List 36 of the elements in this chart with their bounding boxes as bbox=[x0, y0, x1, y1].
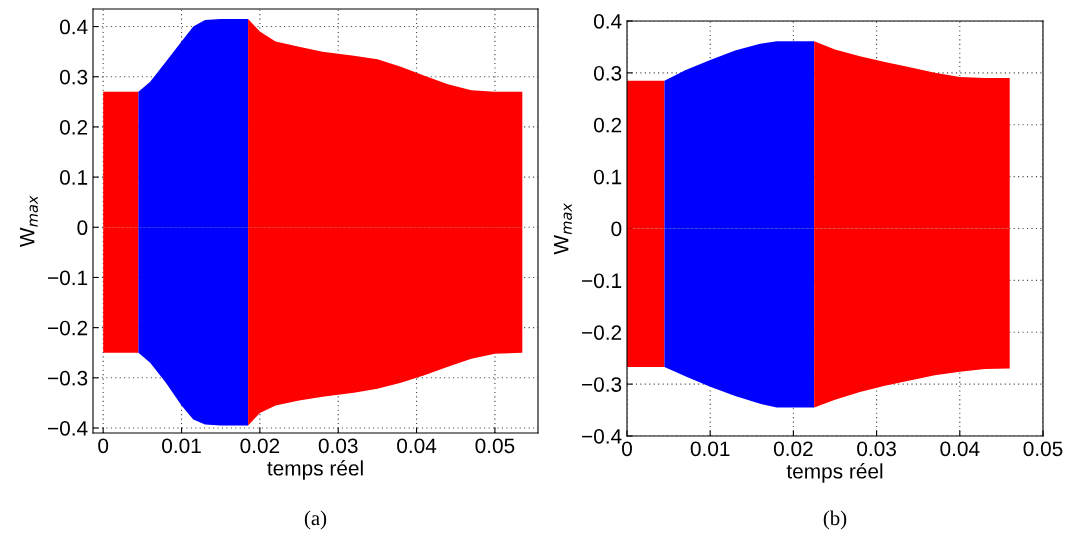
y-tick-label: 0.2 bbox=[59, 119, 88, 135]
x-tick-label: 0.03 bbox=[318, 438, 358, 454]
x-tick-label: 0.05 bbox=[1023, 441, 1063, 457]
y-tick-label: 0.3 bbox=[59, 69, 88, 85]
y-tick-label: −0.4 bbox=[582, 429, 622, 444]
y-tick-label: −0.1 bbox=[582, 273, 622, 289]
y-tick-label: −0.2 bbox=[48, 320, 88, 336]
y-tick-label: 0 bbox=[611, 221, 622, 237]
y-tick-label: 0.2 bbox=[593, 117, 622, 133]
x-tick-label: 0.05 bbox=[475, 438, 515, 454]
y-tick-label: 0.1 bbox=[59, 170, 88, 185]
x-tick-label: 0.01 bbox=[162, 438, 201, 454]
x-tick-label: 0 bbox=[98, 438, 109, 454]
y-tick-label: 0.4 bbox=[593, 14, 622, 29]
y-tick-label: −0.3 bbox=[582, 377, 622, 392]
y-axis-title: W$_{max}$ bbox=[19, 195, 38, 248]
x-tick-label: 0.04 bbox=[397, 438, 437, 454]
text: (b) bbox=[823, 510, 847, 530]
y-tick-label: 0.3 bbox=[593, 65, 622, 81]
y-tick-label: −0.3 bbox=[48, 370, 88, 386]
y-tick-label: 0 bbox=[77, 220, 88, 236]
x-tick-label: 0.02 bbox=[240, 438, 280, 454]
text: (a) bbox=[304, 510, 327, 530]
y-tick-label: −0.2 bbox=[582, 325, 622, 340]
x-tick-label: 0.03 bbox=[857, 441, 896, 457]
x-axis-title: temps réel bbox=[267, 460, 363, 480]
y-tick-label: 0.1 bbox=[593, 169, 622, 185]
y-tick-label: −0.1 bbox=[48, 270, 88, 286]
x-tick-label: 0.02 bbox=[773, 441, 813, 457]
y-tick-label: 0.4 bbox=[59, 19, 88, 35]
x-tick-label: 0.01 bbox=[690, 441, 730, 457]
x-tick-label: 0 bbox=[622, 441, 632, 457]
x-axis-title: temps réel bbox=[786, 463, 883, 483]
y-axis-title: W$_{max}$ bbox=[553, 202, 572, 255]
x-tick-label: 0.04 bbox=[940, 441, 980, 457]
y-tick-label: −0.4 bbox=[48, 420, 88, 436]
